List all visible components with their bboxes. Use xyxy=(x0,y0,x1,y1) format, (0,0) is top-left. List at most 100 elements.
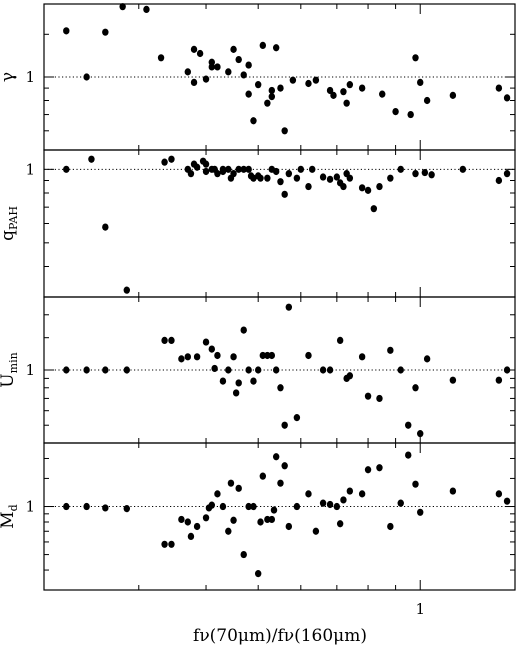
data-point xyxy=(423,355,431,363)
data-point xyxy=(387,522,394,531)
data-point xyxy=(211,364,218,373)
data-point xyxy=(83,73,90,81)
data-point xyxy=(225,68,232,76)
data-point xyxy=(190,78,198,87)
data-point xyxy=(340,182,347,191)
data-point xyxy=(293,502,301,511)
y-tick-label: 1 xyxy=(25,68,35,86)
data-point xyxy=(281,190,288,198)
data-point xyxy=(102,366,109,374)
data-point xyxy=(319,499,327,507)
data-point xyxy=(123,286,130,294)
data-point xyxy=(187,532,195,540)
data-point xyxy=(412,170,419,178)
data-point xyxy=(358,84,366,92)
y-axis-label-qpah: qPAH xyxy=(0,206,20,241)
data-point xyxy=(259,351,267,360)
data-point xyxy=(495,84,503,92)
data-point xyxy=(235,379,242,387)
panel-md: 1 xyxy=(25,442,516,591)
data-point xyxy=(202,167,210,176)
data-point xyxy=(397,366,404,374)
data-point xyxy=(63,165,70,173)
data-point xyxy=(168,540,175,548)
data-point xyxy=(293,174,301,182)
data-point xyxy=(232,389,240,397)
data-point xyxy=(277,178,284,186)
data-point xyxy=(376,182,383,191)
data-point xyxy=(268,515,276,524)
data-point xyxy=(312,527,320,535)
data-point xyxy=(219,502,227,511)
data-point xyxy=(503,497,511,505)
data-point xyxy=(392,107,399,116)
data-point xyxy=(178,355,185,363)
data-point xyxy=(161,158,168,166)
data-point xyxy=(235,55,242,64)
data-point xyxy=(305,182,312,191)
data-point xyxy=(387,174,394,182)
data-point xyxy=(184,353,192,361)
data-point xyxy=(387,346,394,354)
data-point xyxy=(309,165,316,173)
data-point xyxy=(270,506,278,514)
data-point xyxy=(102,28,109,36)
data-point xyxy=(326,86,334,95)
data-point xyxy=(336,336,344,344)
data-point xyxy=(123,366,130,374)
data-point xyxy=(503,366,511,374)
data-point xyxy=(240,71,247,79)
data-point xyxy=(193,522,201,531)
y-axis-label-md: Md xyxy=(0,504,20,528)
data-point xyxy=(168,155,175,163)
data-point xyxy=(305,351,312,360)
data-point xyxy=(214,63,221,71)
data-point xyxy=(268,351,276,360)
data-point xyxy=(193,163,201,171)
data-point xyxy=(230,353,237,361)
data-point xyxy=(340,88,347,96)
data-point xyxy=(227,479,235,487)
data-point xyxy=(285,170,293,178)
data-point xyxy=(178,515,185,524)
data-point xyxy=(214,170,221,178)
data-point xyxy=(268,86,276,95)
data-point xyxy=(326,175,334,183)
y-axis-label-umin: Umin xyxy=(0,352,20,387)
data-point xyxy=(277,384,284,392)
data-point xyxy=(503,94,511,102)
data-point xyxy=(340,496,347,504)
data-point xyxy=(230,45,237,53)
data-point xyxy=(214,351,221,360)
data-point xyxy=(245,502,252,511)
data-point xyxy=(102,504,109,512)
data-point xyxy=(219,377,227,385)
data-point xyxy=(358,184,366,192)
data-point xyxy=(346,487,354,495)
data-point xyxy=(277,84,284,92)
data-point xyxy=(358,353,366,361)
data-point xyxy=(259,41,267,49)
data-point xyxy=(285,303,293,311)
data-point xyxy=(421,168,429,177)
data-point xyxy=(83,366,90,374)
data-point xyxy=(281,462,288,470)
data-point xyxy=(428,171,435,179)
data-point xyxy=(277,479,284,487)
data-point xyxy=(272,366,280,374)
panel-frame xyxy=(43,442,516,591)
panel-qpah: 1 xyxy=(25,149,516,298)
data-point xyxy=(412,384,419,392)
data-point xyxy=(143,5,150,14)
y-tick-label: 1 xyxy=(25,160,35,178)
data-point xyxy=(250,117,257,125)
data-point xyxy=(184,68,192,76)
panel-gamma: 1 xyxy=(25,3,516,151)
data-point xyxy=(346,81,354,89)
data-point xyxy=(495,376,503,384)
data-point xyxy=(449,91,457,99)
data-point xyxy=(364,186,372,194)
data-point xyxy=(281,421,288,429)
data-point xyxy=(319,173,327,181)
